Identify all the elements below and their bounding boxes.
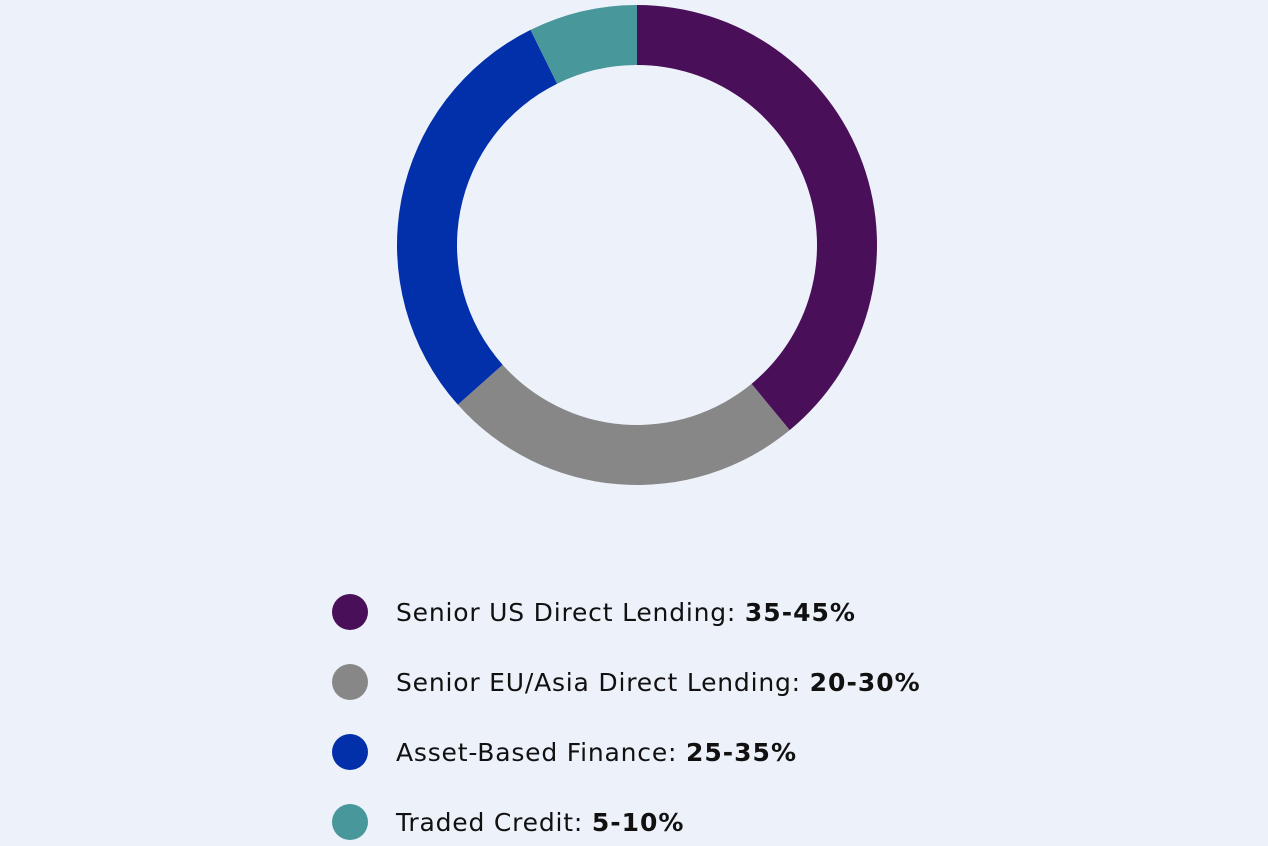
legend-value-asset-based-finance: 25-35% (685, 737, 797, 767)
legend-value-senior-us: 35-45% (744, 597, 856, 627)
legend-swatch-traded-credit (332, 804, 368, 840)
donut-slice-senior-us (637, 5, 878, 431)
legend-label-traded-credit: Traded Credit (396, 807, 574, 837)
legend-label-senior-us: Senior US Direct Lending (396, 597, 727, 627)
legend-item-asset-based-finance: Asset-Based Finance: 25-35% (332, 734, 921, 770)
legend-swatch-senior-eu-asia (332, 664, 368, 700)
legend-label-senior-eu-asia: Senior EU/Asia Direct Lending (396, 667, 792, 697)
legend-item-senior-us: Senior US Direct Lending: 35-45% (332, 594, 921, 630)
donut-chart (396, 5, 878, 486)
donut-slice-traded-credit (530, 5, 637, 84)
legend-item-senior-eu-asia: Senior EU/Asia Direct Lending: 20-30% (332, 664, 921, 700)
legend-item-traded-credit: Traded Credit: 5-10% (332, 804, 921, 840)
legend-swatch-asset-based-finance (332, 734, 368, 770)
chart-legend: Senior US Direct Lending: 35-45% Senior … (332, 594, 921, 840)
donut-slice-senior-eu-asia (457, 364, 790, 486)
legend-swatch-senior-us (332, 594, 368, 630)
legend-value-traded-credit: 5-10% (591, 807, 685, 837)
legend-label-asset-based-finance: Asset-Based Finance (396, 737, 668, 767)
donut-slice-asset-based-finance (396, 29, 558, 405)
legend-value-senior-eu-asia: 20-30% (809, 667, 921, 697)
